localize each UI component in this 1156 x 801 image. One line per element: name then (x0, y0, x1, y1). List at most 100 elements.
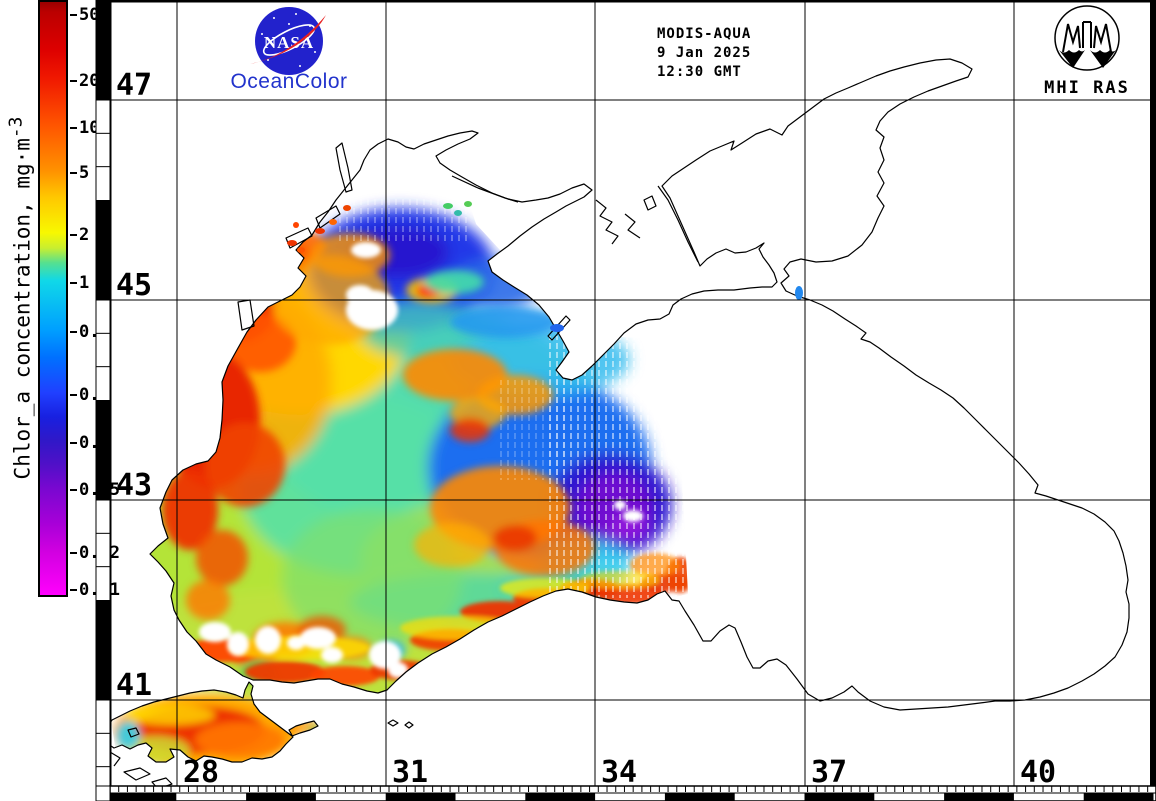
data-speck (454, 210, 462, 216)
cloud-gap (623, 510, 643, 522)
data-speck (329, 219, 337, 225)
swath-dot-overlay (336, 196, 688, 598)
frame-right (1150, 0, 1156, 801)
data-speck (795, 286, 803, 300)
coastline-detail (109, 751, 121, 767)
left-ruler-black-segment (96, 400, 110, 500)
chl-blob (310, 666, 380, 686)
colorbar-tick-mark (70, 394, 77, 396)
cloud-gap (300, 627, 336, 649)
data-speck (464, 201, 472, 207)
swath-dots-rect (495, 380, 565, 480)
coastline-detail (451, 175, 519, 203)
chl-blob (228, 234, 312, 282)
colorbar-tick-mark (70, 489, 77, 491)
coastline-detail (237, 299, 255, 331)
cloud-gap (369, 641, 401, 669)
coastline-detail (127, 727, 140, 738)
latitude-label: 41 (116, 668, 152, 703)
coastline-detail (657, 185, 699, 263)
left-ruler-black-segment (96, 200, 110, 300)
longitude-label: 28 (183, 755, 219, 790)
cloud-gap (227, 632, 249, 656)
graticule-grid (110, 0, 1156, 786)
chlorophyll-field (108, 196, 688, 762)
bottom-ruler-black-segment (804, 793, 875, 801)
latitude-label: 45 (116, 268, 152, 303)
colorbar-tick-label: 5 (79, 163, 90, 183)
mhi-logo-waves (1059, 50, 1116, 68)
chl-blob (414, 523, 490, 567)
bottom-ruler-black-segment (246, 793, 316, 801)
time-label: 12:30 GMT (657, 64, 742, 80)
cloud-gap (255, 626, 281, 654)
coastline-detail (335, 142, 353, 193)
bottom-ruler-black-segment (385, 793, 456, 801)
data-speck (443, 203, 453, 209)
satellite-label: MODIS-AQUA (657, 26, 751, 42)
colorbar-tick-label: 50 (79, 5, 100, 25)
mhi-ras-label: MHI RAS (1044, 78, 1130, 98)
coastline-detail (387, 719, 399, 727)
coastline-detail (547, 315, 571, 341)
colorbar (38, 0, 68, 597)
swath-dots-rect (548, 336, 688, 598)
latitude-label: 47 (116, 68, 152, 103)
colorbar-tick-mark (70, 14, 77, 16)
black-sea-coastline (149, 58, 1130, 711)
data-speck (343, 205, 351, 211)
coastline-detail (404, 721, 414, 729)
colorbar-tick-mark (70, 127, 77, 129)
cloud-gap (614, 500, 626, 510)
chl-data-extent-group (108, 196, 688, 762)
mhi-ras-logo: MHI RAS (1044, 5, 1130, 98)
longitude-label: 40 (1020, 755, 1056, 790)
chl-sea-group (108, 196, 688, 762)
left-ruler-black-segment (96, 0, 110, 100)
chl-blob (424, 270, 484, 294)
chl-marmara-field (113, 694, 358, 762)
longitude-label: 34 (601, 755, 637, 790)
map-frame-rulers (95, 0, 1156, 801)
colorbar-tick-mark (70, 552, 77, 554)
chl-blob (400, 616, 520, 640)
mhi-logo-mark (1062, 21, 1112, 53)
left-ruler-black-segment (96, 600, 110, 700)
chl-blob (196, 530, 248, 586)
date-label: 9 Jan 2025 (657, 45, 751, 61)
coastline-detail (315, 205, 341, 229)
chl-blob (195, 722, 285, 758)
colorbar-tick-label: 1 (79, 273, 90, 293)
nasa-logo-wordmark: NASA (264, 33, 314, 52)
chl-blob (186, 580, 230, 620)
cloud-gap (346, 285, 374, 305)
colorbar-tick-mark (70, 331, 77, 333)
grid-labels: 47 45 43 41 28 31 34 37 40 (116, 68, 1056, 790)
colorbar-tick-mark (70, 282, 77, 284)
chl-blob (306, 723, 358, 737)
coastline-detail (123, 767, 151, 781)
colorbar-tick-mark (70, 234, 77, 236)
colorbar-tick-mark (70, 80, 77, 82)
coastline-detail (595, 199, 619, 245)
colorbar-tick-mark (70, 442, 77, 444)
colorbar-tick-mark (70, 589, 77, 591)
longitude-label: 31 (392, 755, 428, 790)
data-speck (550, 324, 564, 332)
colorbar-tick-label: 2 (79, 225, 90, 245)
chl-blob (162, 470, 218, 550)
coastline-detail (643, 195, 657, 211)
data-speck (293, 222, 299, 228)
bottom-ruler-black-segment (110, 793, 177, 801)
scene-info: MODIS-AQUA 9 Jan 2025 12:30 GMT (657, 26, 751, 80)
chl-blob (450, 306, 560, 338)
nasa-logo-orbit (262, 24, 316, 56)
data-speck (297, 247, 305, 253)
coastline-detail (624, 213, 641, 239)
bottom-ruler-black-segment (664, 793, 735, 801)
data-speck (287, 240, 297, 246)
cloud-gap (199, 622, 231, 642)
nasa-logo-sphere (255, 7, 323, 75)
